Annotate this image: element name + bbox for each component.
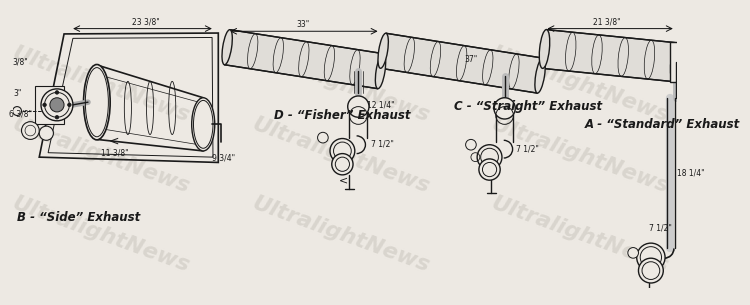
Text: 12 1/4": 12 1/4" xyxy=(368,100,394,109)
Polygon shape xyxy=(670,42,682,82)
Text: 18 1/4": 18 1/4" xyxy=(677,169,705,178)
Circle shape xyxy=(330,138,355,163)
Ellipse shape xyxy=(83,64,110,140)
Circle shape xyxy=(638,258,663,283)
Text: C - “Straight” Exhaust: C - “Straight” Exhaust xyxy=(454,100,602,113)
Polygon shape xyxy=(224,30,383,89)
Text: 3": 3" xyxy=(13,89,22,98)
Polygon shape xyxy=(34,86,64,124)
Circle shape xyxy=(68,103,71,107)
Text: 7 1/2": 7 1/2" xyxy=(516,145,539,154)
Text: 37": 37" xyxy=(465,55,478,64)
Ellipse shape xyxy=(222,30,232,65)
Text: UltralightNews: UltralightNews xyxy=(10,194,193,277)
Text: 3/8": 3/8" xyxy=(13,58,28,67)
Circle shape xyxy=(317,132,328,143)
Text: <: < xyxy=(109,135,119,148)
Ellipse shape xyxy=(535,58,545,93)
Ellipse shape xyxy=(539,30,550,68)
Text: B - “Side” Exhaust: B - “Side” Exhaust xyxy=(17,211,140,224)
Text: UltralightNews: UltralightNews xyxy=(249,43,432,126)
Circle shape xyxy=(348,96,369,117)
Circle shape xyxy=(466,139,476,150)
Circle shape xyxy=(332,154,353,175)
Circle shape xyxy=(39,126,53,140)
Ellipse shape xyxy=(378,33,388,68)
Circle shape xyxy=(22,122,39,139)
Ellipse shape xyxy=(375,54,386,89)
Text: 9 3/4": 9 3/4" xyxy=(212,154,236,163)
Circle shape xyxy=(56,116,58,119)
Text: 7 1/2": 7 1/2" xyxy=(370,139,394,148)
Text: 11 3/8": 11 3/8" xyxy=(101,148,129,157)
Polygon shape xyxy=(542,30,678,82)
Circle shape xyxy=(637,243,665,271)
Circle shape xyxy=(56,91,58,94)
Text: UltralightNews: UltralightNews xyxy=(10,114,193,197)
Polygon shape xyxy=(380,33,543,93)
Circle shape xyxy=(13,107,22,116)
Ellipse shape xyxy=(670,43,681,82)
Circle shape xyxy=(43,103,46,107)
Text: 23 3/8": 23 3/8" xyxy=(132,18,160,27)
Text: UltralightNews: UltralightNews xyxy=(249,194,432,277)
Text: UltralightNews: UltralightNews xyxy=(249,114,432,197)
Text: UltralightNews: UltralightNews xyxy=(488,114,671,197)
Circle shape xyxy=(41,89,73,121)
Text: 33": 33" xyxy=(297,20,310,30)
Text: 7 1/2": 7 1/2" xyxy=(649,224,672,232)
Text: UltralightNews: UltralightNews xyxy=(488,43,671,126)
Circle shape xyxy=(477,145,502,170)
Text: 6 3/8": 6 3/8" xyxy=(9,109,32,118)
Text: <: < xyxy=(339,176,348,186)
Text: 21 3/8": 21 3/8" xyxy=(592,18,620,27)
Circle shape xyxy=(50,98,64,112)
Text: A - “Standard” Exhaust: A - “Standard” Exhaust xyxy=(584,118,740,131)
Circle shape xyxy=(494,98,515,119)
Ellipse shape xyxy=(192,98,214,151)
Circle shape xyxy=(628,248,638,258)
Text: D - “Fisher” Exhaust: D - “Fisher” Exhaust xyxy=(274,109,411,122)
Text: UltralightNews: UltralightNews xyxy=(488,194,671,277)
Circle shape xyxy=(479,159,500,180)
Text: UltralightNews: UltralightNews xyxy=(10,43,193,126)
